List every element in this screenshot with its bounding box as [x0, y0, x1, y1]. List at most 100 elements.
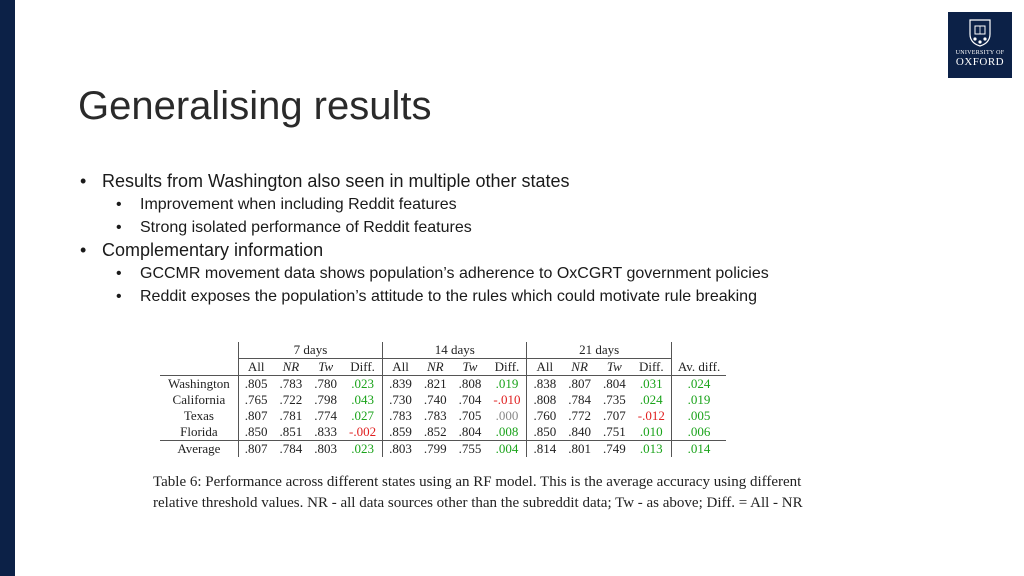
table-cell: .027	[351, 408, 374, 423]
column-header: Tw	[452, 358, 488, 376]
table-cell: -.010	[493, 392, 521, 407]
table-cell: .006	[670, 424, 727, 441]
results-table-figure: 7 days 14 days 21 days All NR Tw Diff. A…	[160, 342, 870, 457]
group-header-row: 7 days 14 days 21 days	[160, 342, 727, 359]
logo-oxford: OXFORD	[955, 56, 1005, 68]
table-cell: .851	[279, 424, 303, 439]
caption-line-2: relative threshold values. NR - all data…	[153, 495, 803, 511]
table-cell: .008	[495, 424, 519, 439]
table-cell: .850	[526, 424, 563, 441]
table-cell: .019	[670, 392, 727, 408]
bullet-item: Results from Washington also seen in mul…	[78, 170, 978, 193]
column-header-row: All NR Tw Diff. All NR Tw Diff. All NR T…	[160, 358, 727, 376]
table-cell: -.012	[637, 408, 665, 423]
table-cell: .799	[417, 440, 453, 457]
table-cell: .807	[237, 440, 274, 457]
table-cell: .704	[458, 392, 482, 407]
row-state-label: Washington	[168, 376, 230, 391]
table-caption: Table 6: Performance across different st…	[153, 472, 883, 514]
table-cell: .783	[382, 408, 418, 424]
column-header: All	[526, 358, 563, 376]
table-cell: .803	[382, 440, 418, 457]
table-cell: .838	[526, 375, 563, 392]
column-header: Av. diff.	[670, 358, 727, 376]
table-cell: .807	[568, 376, 591, 391]
table-cell: .774	[314, 408, 338, 423]
table-cell: .784	[568, 392, 591, 407]
table-cell: .859	[382, 424, 418, 441]
table-cell: .850	[237, 424, 274, 441]
table-cell: .808	[526, 392, 563, 408]
column-header: Diff.	[487, 358, 527, 376]
table-cell: .801	[562, 440, 597, 457]
table-cell: .755	[452, 440, 488, 457]
table-cell: .804	[458, 424, 482, 439]
column-header-state	[160, 358, 239, 376]
column-header: Diff.	[343, 358, 383, 376]
table-cell: .014	[670, 440, 727, 457]
row-state-label: Texas	[183, 408, 214, 423]
table-cell: .783	[423, 408, 447, 423]
table-cell: .730	[382, 392, 418, 408]
table-cell: .000	[495, 408, 519, 423]
group-21-days: 21 days	[526, 342, 672, 359]
table-cell: .798	[314, 392, 338, 407]
table-row: Average .807.784.803.023.803.799.755.004.…	[160, 440, 727, 457]
row-state-label: Florida	[180, 424, 218, 439]
column-header: All	[382, 358, 418, 376]
column-header: Tw	[308, 358, 344, 376]
table-cell: .722	[279, 392, 303, 407]
table-cell: .749	[596, 440, 632, 457]
group-14-days: 14 days	[382, 342, 527, 359]
table-cell: .821	[423, 376, 447, 391]
table-cell: .833	[314, 424, 338, 439]
bullet-list: Results from Washington also seen in mul…	[78, 170, 978, 308]
table-row: Texas .807 .781 .774 .027 .783 .783 .705 .000 .76…	[160, 408, 727, 424]
sub-bullet-item: Strong isolated performance of Reddit fe…	[78, 216, 978, 239]
table-cell: .839	[382, 375, 418, 392]
table-cell: .031	[639, 376, 663, 391]
table-cell: .852	[423, 424, 447, 439]
table-cell: .019	[495, 376, 519, 391]
table-row: California .765 .722 .798 .043 .730 .740 .704 -.…	[160, 392, 727, 408]
table-cell: .004	[487, 440, 527, 457]
row-state-label: California	[172, 392, 226, 407]
empty-avdiff-top	[670, 342, 727, 359]
group-7-days: 7 days	[237, 342, 383, 359]
table-row: Washington .805 .783 .780 .023 .839 .821 .808 .0…	[160, 375, 727, 392]
table-cell: .010	[639, 424, 663, 439]
table-cell: .740	[423, 392, 447, 407]
row-state-label: Average	[160, 440, 239, 457]
table-cell: .707	[602, 408, 626, 423]
table-cell: .814	[526, 440, 563, 457]
table-cell: .013	[631, 440, 672, 457]
table-cell: .023	[351, 376, 374, 391]
sub-bullet-item: Improvement when including Reddit featur…	[78, 193, 978, 216]
table-cell: .807	[237, 408, 274, 424]
table-cell: .760	[526, 408, 563, 424]
left-accent-bar	[0, 0, 15, 576]
table-cell: .751	[602, 424, 626, 439]
table-cell: .023	[343, 440, 383, 457]
table-cell: .005	[670, 408, 727, 424]
column-header: NR	[562, 358, 597, 376]
table-cell: .781	[279, 408, 303, 423]
table-cell: .735	[602, 392, 626, 407]
table-cell: .804	[602, 376, 626, 391]
column-header: NR	[273, 358, 309, 376]
empty-corner	[160, 342, 238, 359]
table-cell: .024	[639, 392, 663, 407]
table-cell: .784	[273, 440, 309, 457]
column-header: All	[237, 358, 274, 376]
table-cell: .772	[568, 408, 591, 423]
column-header: NR	[417, 358, 453, 376]
sub-bullet-item: GCCMR movement data shows population’s a…	[78, 262, 978, 285]
table-cell: .780	[314, 376, 338, 391]
oxford-crest-icon	[969, 19, 991, 47]
table-cell: -.002	[349, 424, 377, 439]
table-cell: .783	[279, 376, 303, 391]
table-cell: .803	[308, 440, 344, 457]
table-cell: .805	[237, 375, 274, 392]
sub-bullet-item: Reddit exposes the population’s attitude…	[78, 285, 978, 308]
table-body: Washington .805 .783 .780 .023 .839 .821 .808 .0…	[160, 375, 727, 457]
